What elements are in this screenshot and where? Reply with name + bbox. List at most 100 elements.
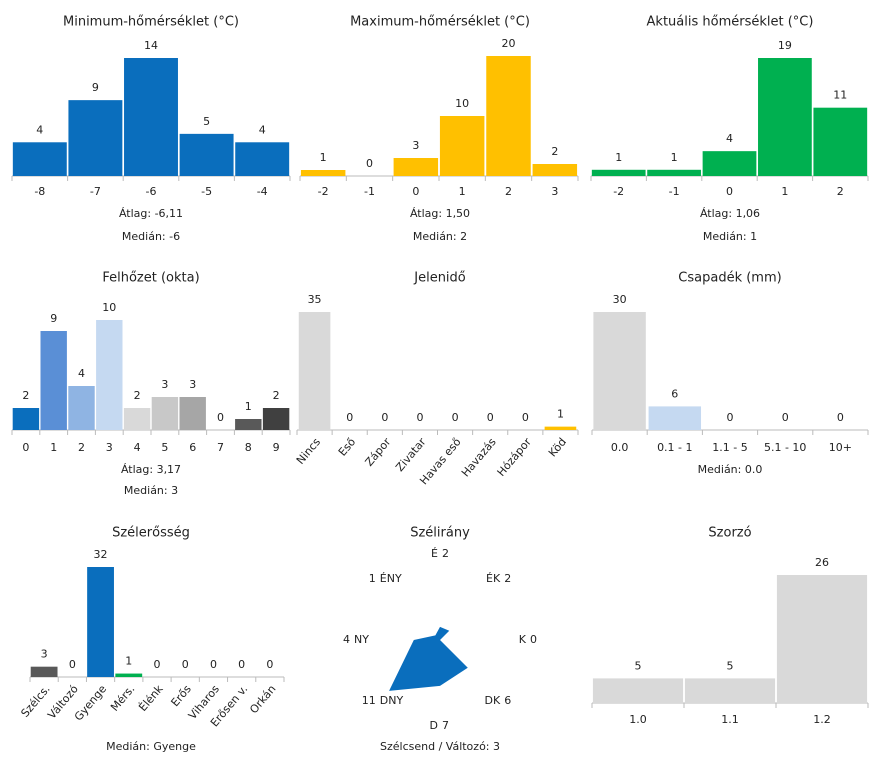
value-label: 9: [92, 81, 99, 94]
value-label: 0: [217, 411, 224, 424]
bar: [544, 426, 577, 430]
value-label: 2: [273, 389, 280, 402]
bar: [702, 151, 757, 176]
bar: [68, 100, 123, 176]
bar: [298, 312, 331, 430]
bar: [235, 142, 290, 176]
value-label: 0: [487, 411, 494, 424]
stat-label: Medián: 3: [124, 484, 178, 497]
value-label: 4: [36, 123, 43, 136]
stat-label: Átlag: -6,11: [119, 207, 183, 220]
chart-title: Minimum-hőmérséklet (°C): [63, 15, 239, 30]
bar: [68, 386, 95, 430]
value-label: 0: [452, 411, 459, 424]
value-label: 2: [551, 145, 558, 158]
value-label: 0: [238, 658, 245, 671]
direction-label: DNY: [380, 694, 404, 707]
category-label: 1.1 - 5: [712, 441, 747, 454]
bar: [592, 678, 684, 703]
value-label: 3: [161, 378, 168, 391]
value-label: 2: [134, 389, 141, 402]
category-label: 2: [505, 185, 512, 198]
category-label: 4: [134, 441, 141, 454]
direction-value: 4: [343, 633, 350, 646]
category-label: -1: [669, 185, 680, 198]
bar: [591, 169, 646, 176]
direction-value: 1: [369, 572, 376, 585]
bar: [179, 133, 234, 176]
direction-value: 11: [362, 694, 376, 707]
stat-label: Szélcsend / Változó: 3: [380, 740, 500, 753]
value-label: 0: [154, 658, 161, 671]
value-label: 11: [833, 89, 847, 102]
direction-value: 2: [504, 572, 511, 585]
stat-label: Átlag: 3,17: [121, 463, 181, 476]
direction-value: 2: [442, 547, 449, 560]
category-label: 3: [106, 441, 113, 454]
category-label: -1: [364, 185, 375, 198]
value-label: 4: [78, 367, 85, 380]
category-label: -5: [201, 185, 212, 198]
value-label: 3: [189, 378, 196, 391]
bar: [593, 312, 646, 430]
bar: [151, 397, 179, 430]
bar: [532, 164, 578, 176]
category-label: 1: [459, 185, 466, 198]
direction-label: É: [431, 547, 438, 560]
category-label: Eső: [336, 435, 359, 458]
value-label: 1: [671, 151, 678, 164]
direction-label: K: [519, 633, 527, 646]
stat-label: Medián: -6: [122, 230, 180, 243]
category-label: Orkán: [247, 682, 278, 716]
chart-title: Maximum-hőmérséklet (°C): [350, 15, 530, 30]
bar: [12, 142, 67, 176]
stat-label: Medián: 1: [703, 230, 757, 243]
value-label: 0: [837, 411, 844, 424]
category-label: 5: [161, 441, 168, 454]
bar: [300, 170, 346, 176]
value-label: 10: [102, 301, 116, 314]
value-label: 1: [615, 151, 622, 164]
bar: [124, 58, 178, 176]
value-label: 19: [778, 39, 792, 52]
category-label: 0: [22, 441, 29, 454]
bar: [87, 567, 114, 677]
value-label: 1: [245, 400, 252, 413]
value-label: 26: [815, 556, 829, 569]
stat-label: Átlag: 1,06: [700, 207, 760, 220]
category-label: 5.1 - 10: [764, 441, 806, 454]
bar: [439, 116, 485, 176]
category-label: 1.2: [813, 713, 831, 726]
value-label: 0: [782, 411, 789, 424]
direction-label: D: [430, 719, 438, 732]
value-label: 0: [182, 658, 189, 671]
direction-label: NY: [354, 633, 369, 646]
stat-label: Medián: Gyenge: [106, 740, 196, 753]
stat-label: Átlag: 1,50: [410, 207, 470, 220]
category-label: 2: [837, 185, 844, 198]
category-label: -8: [34, 185, 45, 198]
category-label: 6: [189, 441, 196, 454]
category-label: Nincs: [294, 435, 323, 467]
bar: [115, 673, 143, 677]
chart-title: Szélirány: [410, 526, 470, 541]
category-label: -4: [257, 185, 268, 198]
value-label: 0: [210, 658, 217, 671]
value-label: 0: [727, 411, 734, 424]
bar: [40, 331, 67, 430]
value-label: 0: [266, 658, 273, 671]
chart-title: Felhőzet (okta): [102, 271, 199, 286]
bar: [179, 397, 206, 430]
bar: [393, 158, 439, 176]
chart-title: Aktuális hőmérséklet (°C): [647, 15, 814, 30]
direction-value: 0: [530, 633, 537, 646]
value-label: 5: [635, 659, 642, 672]
value-label: 10: [455, 97, 469, 110]
bar: [758, 58, 812, 176]
category-label: 0: [726, 185, 733, 198]
direction-value: 6: [504, 694, 511, 707]
category-label: Mérs.: [108, 683, 137, 714]
category-label: Köd: [546, 436, 569, 460]
direction-value: 7: [442, 719, 449, 732]
value-label: 1: [320, 151, 327, 164]
